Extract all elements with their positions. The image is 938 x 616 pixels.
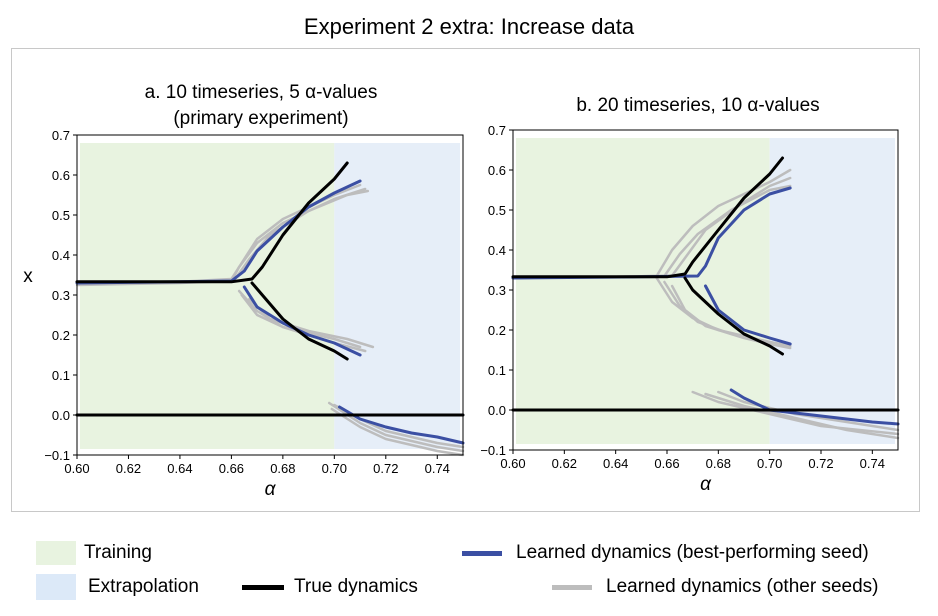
legend-extrapolation: Extrapolation xyxy=(36,574,199,600)
y-tick-label: 0.6 xyxy=(488,163,506,178)
y-tick-label: 0.7 xyxy=(52,128,70,143)
y-axis-label: x xyxy=(23,266,33,287)
extrapolation-region xyxy=(769,138,895,444)
figure-frame xyxy=(11,48,920,512)
x-tick-label: 0.66 xyxy=(654,456,679,471)
x-axis-label: α xyxy=(265,479,277,500)
legend-true: True dynamics xyxy=(242,576,418,598)
figure-title: Experiment 2 extra: Increase data xyxy=(303,14,635,39)
y-tick-label: −0.1 xyxy=(480,443,506,458)
y-tick-label: 0.5 xyxy=(52,208,70,223)
x-tick-label: 0.72 xyxy=(808,456,833,471)
legend-extrapolation-label: Extrapolation xyxy=(88,576,199,597)
legend-other-label: Learned dynamics (other seeds) xyxy=(606,576,879,597)
series-line-best-lower xyxy=(704,284,792,346)
legend-best-swatch xyxy=(462,550,502,556)
y-tick-label: 0.5 xyxy=(488,203,506,218)
panel-subtitle: (primary experiment) xyxy=(173,108,348,129)
y-tick-label: 0.1 xyxy=(52,368,70,383)
legend-extrapolation-swatch xyxy=(36,574,76,600)
legend-other-swatch xyxy=(552,584,592,590)
y-tick-label: 0.0 xyxy=(52,408,70,423)
y-tick-label: 0.2 xyxy=(52,328,70,343)
legend-true-label: True dynamics xyxy=(294,576,418,597)
series-line-true-upper xyxy=(511,156,784,279)
y-tick-label: 0.7 xyxy=(488,123,506,138)
y-tick-label: 0.3 xyxy=(52,288,70,303)
series-line-true-lower xyxy=(250,281,349,361)
series-line-true-lower xyxy=(683,276,784,356)
x-tick-label: 0.72 xyxy=(373,461,398,476)
legend-best: Learned dynamics (best-performing seed) xyxy=(462,542,869,564)
x-tick-label: 0.60 xyxy=(64,461,89,476)
x-tick-label: 0.62 xyxy=(116,461,141,476)
series-line-other-2-lower xyxy=(240,293,362,349)
x-tick-label: 0.70 xyxy=(757,456,782,471)
series-line-other-2-low xyxy=(704,392,900,440)
panel-b: 0.60 0.62 0.64 0.66 0.68 0.70 0.72 0.74 −0.1 0.0 0… xyxy=(480,95,900,495)
x-tick-label: 0.64 xyxy=(603,456,628,471)
legend-true-swatch xyxy=(242,584,284,590)
y-tick-label: 0.1 xyxy=(488,363,506,378)
panel-title: a. 10 timeseries, 5 α-values xyxy=(145,82,378,103)
x-tick-label: 0.66 xyxy=(219,461,244,476)
training-region xyxy=(80,143,335,449)
legend-other: Learned dynamics (other seeds) xyxy=(552,576,878,598)
y-tick-label: 0.0 xyxy=(488,403,506,418)
x-tick-label: 0.68 xyxy=(270,461,295,476)
y-tick-label: −0.1 xyxy=(44,448,70,463)
x-tick-label: 0.74 xyxy=(860,456,885,471)
y-tick-label: 0.6 xyxy=(52,168,70,183)
x-axis-label: α xyxy=(700,474,712,495)
legend-training-label: Training xyxy=(84,542,152,563)
x-tick-label: 0.62 xyxy=(552,456,577,471)
x-tick-label: 0.70 xyxy=(322,461,347,476)
x-tick-label: 0.64 xyxy=(167,461,192,476)
x-tick-label: 0.68 xyxy=(706,456,731,471)
training-region xyxy=(516,138,770,444)
panel-a: 0.60 0.62 0.64 0.66 0.68 0.70 0.72 0.74 −0.1 0.0 0… xyxy=(23,82,465,500)
series-line-other-3-low xyxy=(330,407,465,457)
legend-training: Training xyxy=(36,541,152,565)
x-tick-label: 0.60 xyxy=(500,456,525,471)
panel-title: b. 20 timeseries, 10 α-values xyxy=(576,95,819,116)
series-line-best-low xyxy=(338,405,465,445)
legend-best-label: Learned dynamics (best-performing seed) xyxy=(516,542,869,563)
series-line-best-low xyxy=(729,388,900,426)
y-tick-label: 0.2 xyxy=(488,323,506,338)
series-line-other-1-low xyxy=(691,390,900,436)
legend-training-swatch xyxy=(36,541,76,565)
x-tick-label: 0.74 xyxy=(425,461,450,476)
series-line-true-upper xyxy=(75,161,349,284)
y-tick-label: 0.4 xyxy=(488,243,506,258)
y-tick-label: 0.4 xyxy=(52,248,70,263)
series-line-other-3-lower xyxy=(670,284,792,350)
y-tick-label: 0.3 xyxy=(488,283,506,298)
